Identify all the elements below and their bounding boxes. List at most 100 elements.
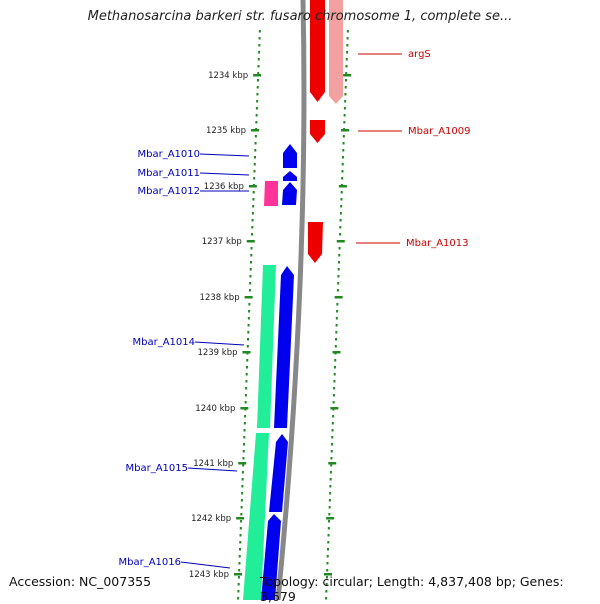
feature-Mbar_A1016[interactable] — [261, 514, 281, 600]
strand-dot — [341, 177, 344, 180]
feature-Mbar_A1015[interactable] — [269, 434, 288, 512]
strand-dot — [340, 198, 343, 201]
strand-dot — [254, 142, 257, 145]
feature-track — [243, 0, 343, 600]
strand-dot — [337, 261, 340, 264]
tick-label: 1239 kbp — [197, 348, 237, 358]
tick-label: 1237 kbp — [202, 237, 242, 247]
strand-dot — [337, 268, 340, 271]
strand-dot — [240, 520, 243, 523]
strand-dot — [241, 492, 244, 495]
strand-dot — [336, 303, 339, 306]
strand-dot — [251, 233, 254, 236]
strand-dot — [329, 478, 332, 481]
strand-dot — [255, 114, 258, 117]
strand-dot — [325, 590, 328, 593]
tick-label: 1240 kbp — [195, 404, 235, 414]
feature-label-Mbar_A1012[interactable]: Mbar_A1012 — [137, 186, 200, 197]
feature-label-Mbar_A1013[interactable]: Mbar_A1013 — [406, 238, 469, 249]
tick-mark — [323, 573, 332, 576]
feature-Mbar_A1013[interactable] — [308, 222, 323, 263]
strand-dot — [257, 72, 260, 75]
strand-dot — [243, 429, 246, 432]
strand-dot — [238, 548, 241, 551]
strand-dot — [337, 282, 340, 285]
leader-line — [194, 341, 245, 346]
strand-dot — [345, 58, 348, 61]
strand-dot — [238, 555, 241, 558]
strand-dot — [258, 30, 261, 33]
strand-dot — [329, 485, 332, 488]
strand-dot — [326, 562, 329, 565]
strand-dot — [248, 289, 251, 292]
leader-line — [180, 561, 231, 569]
feature-label-argS[interactable]: argS — [408, 49, 431, 60]
strand-dot — [330, 450, 333, 453]
strand-dot — [237, 597, 240, 600]
strand-dot — [248, 310, 251, 313]
feature-Mbar_A1014-rna[interactable] — [257, 265, 276, 428]
feature-Mbar_A1011[interactable] — [283, 171, 297, 181]
strand-dot — [340, 191, 343, 194]
strand-dot — [336, 289, 339, 292]
feature-Mbar_A1009[interactable] — [310, 120, 325, 143]
strand-dot — [325, 583, 328, 586]
feature-Mbar_A1012-misc[interactable] — [264, 181, 278, 206]
strand-dot — [328, 513, 331, 516]
tick-mark — [251, 129, 260, 132]
strand-dot — [346, 30, 349, 33]
tick-mark — [246, 240, 255, 243]
map-title: Methanosarcina barkeri str. fusaro chrom… — [87, 9, 513, 24]
strand-dot — [342, 135, 345, 138]
strand-dot — [331, 443, 334, 446]
tick-mark — [341, 129, 350, 132]
strand-dot — [257, 58, 260, 61]
feature-Mbar_A1012[interactable] — [282, 182, 297, 205]
tick-mark — [242, 351, 251, 354]
strand-dot — [335, 317, 338, 320]
tick-label: 1241 kbp — [193, 459, 233, 469]
strand-dot — [338, 247, 341, 250]
strand-dot — [331, 422, 334, 425]
strand-dot — [249, 282, 252, 285]
backbone-circle — [275, 0, 307, 600]
feature-argS-rna[interactable] — [329, 0, 343, 104]
feature-label-Mbar_A1009[interactable]: Mbar_A1009 — [408, 126, 471, 137]
feature-argS[interactable] — [310, 0, 325, 102]
strand-dot — [256, 86, 259, 89]
strand-dot — [239, 527, 242, 530]
feature-label-Mbar_A1014[interactable]: Mbar_A1014 — [132, 337, 195, 348]
strand-dot — [336, 310, 339, 313]
strand-dot — [326, 548, 329, 551]
strand-dot — [244, 415, 247, 418]
feature-label-Mbar_A1010[interactable]: Mbar_A1010 — [137, 149, 200, 160]
strand-dot — [253, 163, 256, 166]
strand-dot — [334, 359, 337, 362]
feature-label-Mbar_A1015[interactable]: Mbar_A1015 — [125, 463, 188, 474]
tick-marks: 1234 kbp 1235 kbp 1236 kbp 1237 kbp 1238 kbp… — [189, 71, 352, 580]
strand-dot — [254, 149, 257, 152]
strand-dot — [256, 79, 259, 82]
tick-label: 1235 kbp — [206, 126, 246, 136]
strand-dot — [237, 590, 240, 593]
feature-label-Mbar_A1016[interactable]: Mbar_A1016 — [118, 557, 181, 568]
strand-dot — [237, 583, 240, 586]
strand-dot — [240, 506, 243, 509]
feature-Mbar_A1014[interactable] — [274, 266, 294, 428]
accession-text: Accession: NC_007355 — [9, 574, 152, 589]
leader-line — [199, 172, 250, 176]
tick-label: 1238 kbp — [200, 293, 240, 303]
strand-dot — [238, 569, 241, 572]
strand-dot — [340, 205, 343, 208]
strand-dot — [254, 135, 257, 138]
feature-Mbar_A1015-rna[interactable] — [243, 433, 269, 600]
strand-dot — [242, 457, 245, 460]
feature-Mbar_A1010[interactable] — [283, 144, 297, 168]
strand-dot — [240, 513, 243, 516]
strand-dot — [339, 233, 342, 236]
strand-dot — [338, 254, 341, 257]
feature-label-Mbar_A1011[interactable]: Mbar_A1011 — [137, 168, 200, 179]
tick-mark — [332, 351, 341, 354]
